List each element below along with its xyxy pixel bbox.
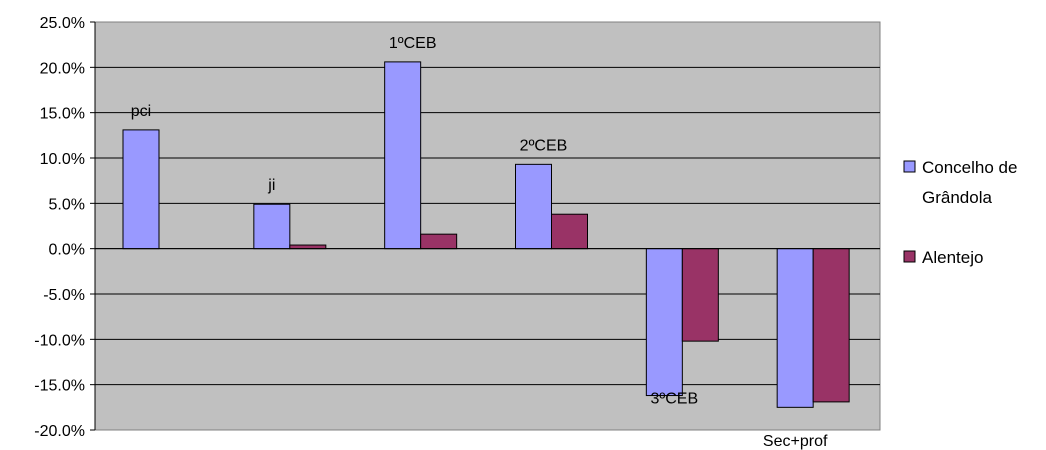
- legend-label-concelho-line1: Concelho de: [922, 158, 1017, 177]
- bar-concelho-2: [384, 61, 422, 250]
- category-label: 1ºCEB: [389, 35, 437, 52]
- bar-concelho-5: [776, 248, 814, 408]
- bar-alentejo-2: [420, 233, 458, 250]
- y-tick-label: 25.0%: [40, 15, 85, 32]
- legend-label-alentejo: Alentejo: [922, 248, 983, 267]
- legend-label-concelho-line2: Grândola: [922, 188, 992, 207]
- category-label: 3ºCEB: [651, 391, 699, 408]
- y-tick-label: -20.0%: [34, 423, 85, 440]
- bar-alentejo-1: [289, 244, 327, 250]
- y-tick-label: -15.0%: [34, 378, 85, 395]
- legend: Concelho de Grândola Alentejo: [903, 158, 1017, 267]
- category-label: Sec+prof: [763, 433, 828, 450]
- legend-swatch-concelho: [903, 160, 916, 173]
- bar-alentejo-3: [551, 213, 588, 250]
- category-label: 2ºCEB: [520, 137, 568, 154]
- category-labels: pci ji 1ºCEB 2ºCEB 3ºCEB Sec+prof: [131, 35, 828, 450]
- y-tick-label: 0.0%: [49, 242, 85, 259]
- legend-swatch-alentejo: [903, 250, 916, 263]
- y-tick-label: 5.0%: [49, 196, 85, 213]
- bar-alentejo-4: [681, 248, 719, 342]
- category-label: ji: [267, 177, 275, 194]
- y-tick-label: -10.0%: [34, 332, 85, 349]
- y-axis: 25.0% 20.0% 15.0% 10.0% 5.0% 0.0% -5.0% -10.0% -…: [34, 15, 96, 440]
- bars: [122, 61, 850, 408]
- bar-concelho-3: [515, 163, 552, 250]
- bar-concelho-4: [645, 248, 683, 397]
- y-tick-label: 10.0%: [40, 151, 85, 168]
- plot-area: [94, 21, 881, 431]
- bar-concelho-1: [253, 203, 291, 250]
- y-tick-label: 15.0%: [40, 106, 85, 123]
- y-tick-label: 20.0%: [40, 60, 85, 77]
- bar-concelho-0: [122, 129, 160, 250]
- bar-alentejo-5: [812, 248, 850, 403]
- y-tick-label: -5.0%: [43, 287, 85, 304]
- category-label: pci: [131, 103, 151, 120]
